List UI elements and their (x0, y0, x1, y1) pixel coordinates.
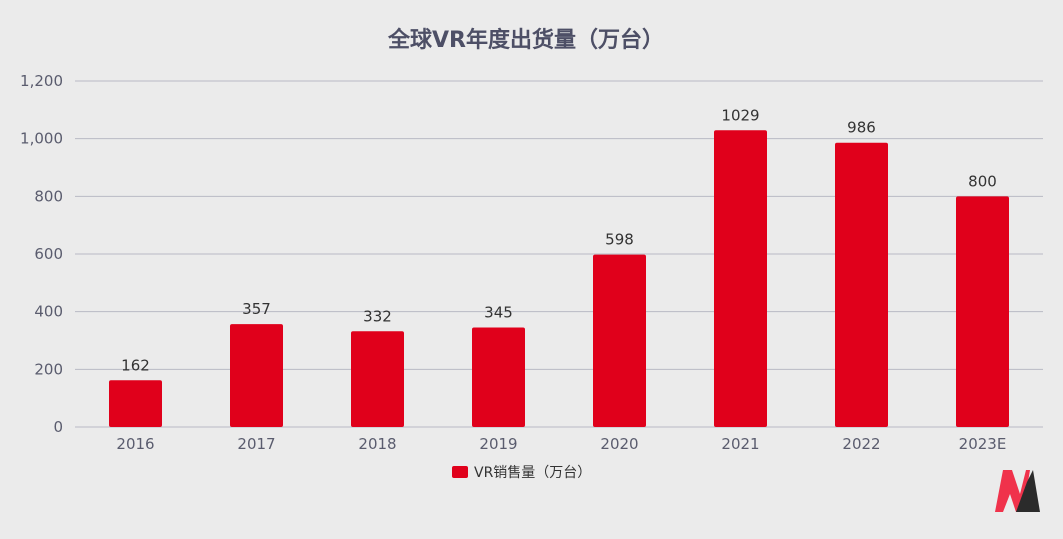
legend: VR销售量（万台） (452, 465, 591, 481)
bar (835, 142, 888, 427)
brand-logo (995, 470, 1040, 512)
data-label: 357 (242, 300, 271, 318)
data-label: 1029 (721, 106, 759, 124)
data-label: 598 (605, 231, 634, 249)
x-tick-label: 2019 (479, 435, 517, 453)
x-tick-label: 2020 (600, 435, 638, 453)
data-label: 986 (847, 119, 876, 137)
bar (351, 331, 404, 427)
bar (472, 327, 525, 427)
chart-title: 全球VR年度出货量（万台） (387, 27, 664, 53)
x-tick-label: 2017 (237, 435, 275, 453)
data-label: 800 (968, 172, 997, 190)
y-tick-label: 200 (34, 360, 63, 378)
legend-label: VR销售量（万台） (474, 465, 591, 481)
legend-swatch (452, 466, 468, 478)
data-label: 162 (121, 356, 150, 374)
y-tick-label: 800 (34, 187, 63, 205)
logo-dark-mark (1016, 470, 1040, 512)
x-tick-label: 2018 (358, 435, 396, 453)
data-label: 345 (484, 304, 513, 322)
x-tick-label: 2023E (959, 435, 1007, 453)
gridlines (75, 80, 1043, 428)
y-tick-label: 400 (34, 303, 63, 321)
bar (714, 130, 767, 427)
y-tick-label: 1,000 (20, 130, 63, 148)
bar (109, 380, 162, 427)
x-tick-label: 2021 (721, 435, 759, 453)
bar (593, 254, 646, 427)
bar (230, 324, 283, 427)
x-axis: 2016 2017 2018 2019 2020 2021 2022 2023E (116, 435, 1006, 453)
bars: 162 357 332 345 598 1029 986 800 (109, 106, 1009, 427)
data-label: 332 (363, 307, 392, 325)
y-tick-label: 1,200 (20, 72, 63, 90)
y-tick-label: 600 (34, 245, 63, 263)
x-tick-label: 2022 (842, 435, 880, 453)
bar (956, 196, 1009, 427)
x-tick-label: 2016 (116, 435, 154, 453)
y-axis: 0 200 400 600 800 1,000 1,200 (20, 72, 63, 436)
y-tick-label: 0 (53, 418, 63, 436)
